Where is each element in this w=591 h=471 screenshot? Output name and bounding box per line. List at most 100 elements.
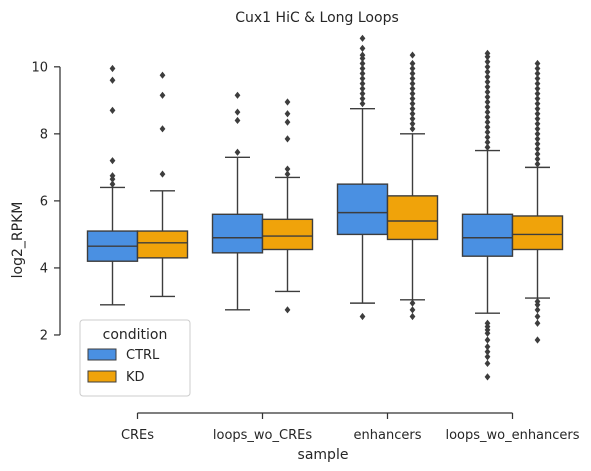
legend-swatch-ctrl <box>87 348 117 361</box>
x-tick-label: enhancers <box>354 428 422 443</box>
chart-title: Cux1 HiC & Long Loops <box>235 10 399 26</box>
box <box>211 213 264 254</box>
box-group <box>211 91 264 311</box>
outlier-point <box>234 91 241 99</box>
outlier-point <box>359 79 366 88</box>
outlier-point <box>409 120 416 128</box>
y-tick-label: 10 <box>31 60 48 75</box>
outlier-point <box>534 140 541 148</box>
box-group <box>386 51 439 321</box>
outlier-point <box>359 85 366 93</box>
legend: condition CTRL KD <box>79 319 191 397</box>
x-tick-label: loops_wo_enhancers <box>445 428 579 443</box>
outlier-point <box>534 160 541 168</box>
outlier-point <box>484 138 491 146</box>
outlier-point <box>534 79 541 88</box>
outlier-point <box>534 115 541 123</box>
outlier-point <box>109 106 116 114</box>
y-axis-title: log2_RPKM <box>10 202 26 279</box>
outlier-point <box>159 91 166 99</box>
outlier-point <box>409 90 416 98</box>
outlier-point <box>359 95 366 103</box>
outlier-point <box>234 108 241 116</box>
outlier-point <box>409 64 416 73</box>
box <box>386 195 439 241</box>
outlier-point <box>109 180 116 188</box>
outlier-point <box>359 100 366 108</box>
outlier-point <box>484 108 491 116</box>
outlier-point <box>409 74 416 83</box>
outlier-point <box>484 123 491 131</box>
outlier-point <box>484 143 491 151</box>
box-group <box>336 34 389 321</box>
outlier-point <box>159 125 166 133</box>
outlier-point <box>234 116 241 125</box>
box-group <box>461 49 514 381</box>
outlier-point <box>234 148 241 156</box>
outlier-point <box>484 353 491 361</box>
outlier-point <box>409 59 416 68</box>
outlier-point <box>109 172 116 180</box>
outlier-point <box>534 74 541 83</box>
outlier-point <box>534 120 541 128</box>
outlier-point <box>484 68 491 76</box>
outlier-point <box>484 133 491 141</box>
box <box>336 183 389 236</box>
plot-area <box>86 34 564 381</box>
box-group <box>86 64 139 306</box>
x-tick-label: CREs <box>121 428 154 443</box>
outlier-point <box>409 110 416 118</box>
outlier-point <box>284 118 291 126</box>
outlier-point <box>409 100 416 108</box>
box <box>461 213 514 257</box>
y-axis: 2 4 6 8 10 <box>31 60 61 343</box>
outlier-point <box>534 297 541 306</box>
outlier-point <box>484 373 491 381</box>
outlier-point <box>534 90 541 98</box>
outlier-point <box>534 155 541 163</box>
outlier-point <box>534 59 541 68</box>
outlier-point <box>484 98 491 106</box>
y-tick-label: 2 <box>40 328 48 343</box>
y-tick-label: 4 <box>40 261 48 276</box>
outlier-point <box>284 165 291 173</box>
outlier-point <box>534 319 541 327</box>
outlier-point <box>284 170 291 178</box>
legend-swatch-kd <box>87 370 117 383</box>
outlier-point <box>534 312 541 321</box>
outlier-point <box>409 79 416 88</box>
outlier-point <box>409 312 416 321</box>
outlier-point <box>484 73 491 81</box>
outlier-point <box>484 93 491 101</box>
outlier-point <box>534 64 541 73</box>
outlier-point <box>484 103 491 111</box>
outlier-point <box>409 115 416 123</box>
outlier-point <box>534 145 541 153</box>
outlier-point <box>484 83 491 91</box>
outlier-point <box>109 64 116 73</box>
outlier-point <box>534 100 541 108</box>
outlier-point <box>484 58 491 66</box>
outlier-point <box>484 343 491 351</box>
outlier-point <box>484 336 491 344</box>
box-group <box>261 98 314 314</box>
outlier-point <box>534 125 541 133</box>
outlier-point <box>284 135 291 143</box>
legend-label-ctrl: CTRL <box>126 348 160 363</box>
box <box>511 215 564 251</box>
box <box>136 230 189 259</box>
outlier-point <box>159 170 166 178</box>
outlier-point <box>409 69 416 78</box>
outlier-point <box>534 105 541 113</box>
outlier-point <box>284 98 291 106</box>
outlier-point <box>484 348 491 356</box>
outlier-point <box>484 63 491 71</box>
outlier-point <box>534 95 541 103</box>
outlier-point <box>484 113 491 121</box>
outlier-point <box>484 88 491 96</box>
x-axis-title: sample <box>298 447 349 463</box>
outlier-point <box>409 306 416 314</box>
outlier-point <box>359 64 366 73</box>
outlier-point <box>359 74 366 83</box>
